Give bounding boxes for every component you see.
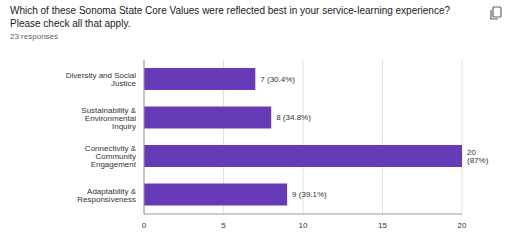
svg-text:9 (39.1%): 9 (39.1%) bbox=[292, 190, 327, 199]
svg-text:Connectivity &CommunityEngagem: Connectivity &CommunityEngagement bbox=[85, 144, 137, 169]
svg-text:15: 15 bbox=[378, 221, 387, 230]
svg-text:7 (30.4%): 7 (30.4%) bbox=[260, 75, 295, 84]
svg-text:8 (34.8%): 8 (34.8%) bbox=[276, 113, 311, 122]
svg-text:0: 0 bbox=[142, 221, 147, 230]
svg-text:10: 10 bbox=[299, 221, 308, 230]
svg-text:5: 5 bbox=[221, 221, 226, 230]
html-text:Which of these Sonoma State Co: Which of these Sonoma State Core Values … bbox=[10, 5, 450, 29]
svg-text:Diversity and SocialJustice: Diversity and SocialJustice bbox=[66, 71, 137, 88]
html-text:23 responses: 23 responses bbox=[10, 32, 58, 41]
svg-text:Adaptability &Responsiveness: Adaptability &Responsiveness bbox=[77, 187, 136, 204]
svg-text:20(87%): 20(87%) bbox=[467, 148, 489, 165]
svg-text:Sustainability &EnvironmentalI: Sustainability &EnvironmentalInquiry bbox=[81, 106, 136, 131]
svg-text:20: 20 bbox=[458, 221, 467, 230]
